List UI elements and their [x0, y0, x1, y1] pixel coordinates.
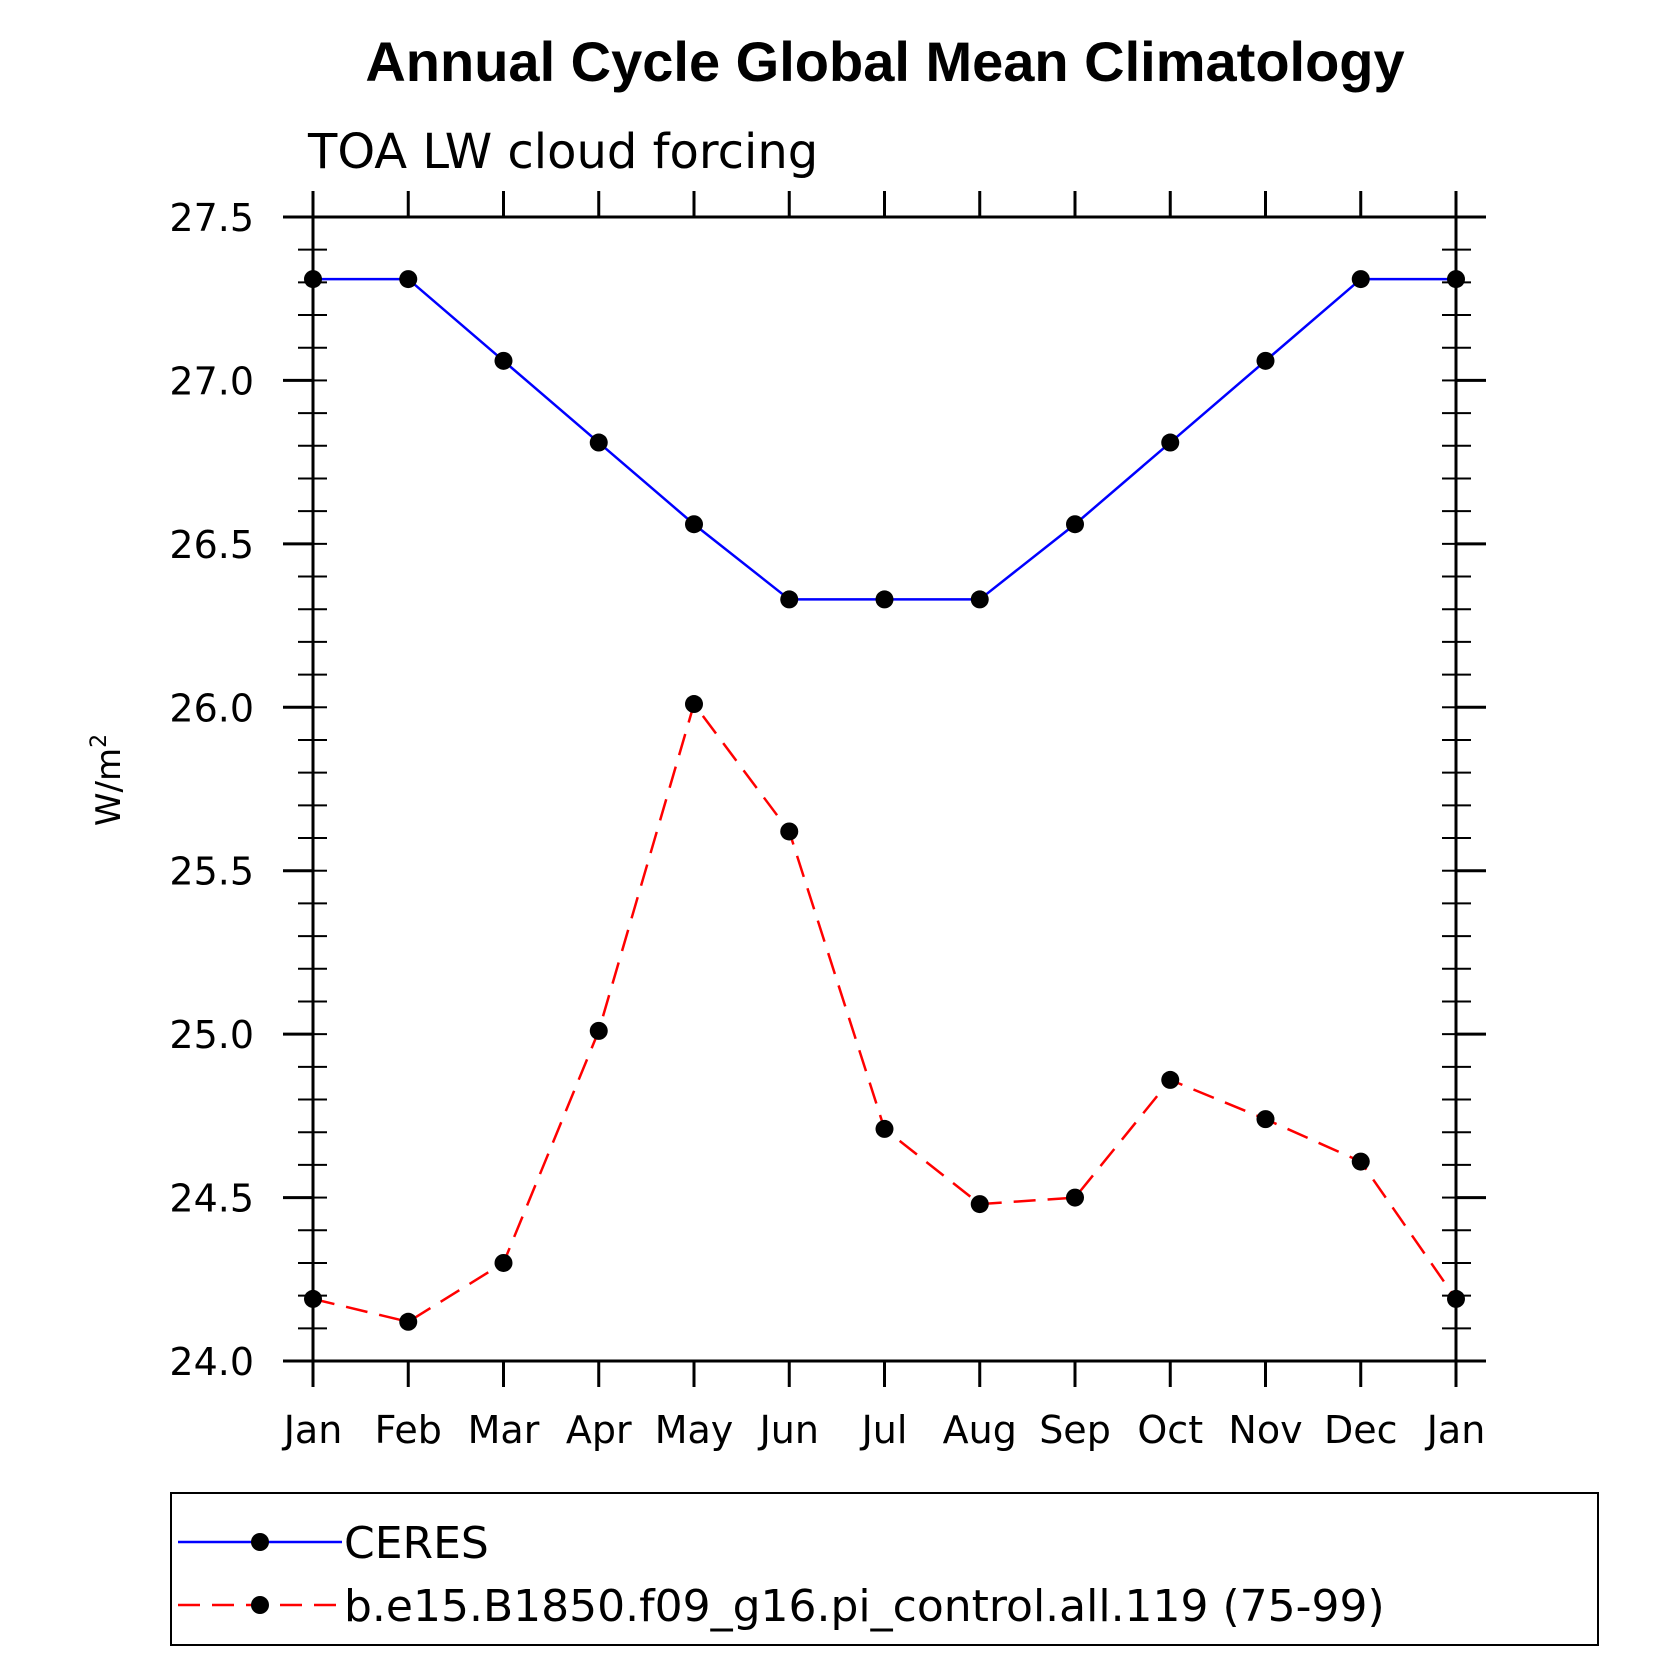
y-tick-label: 27.5 [169, 196, 254, 240]
series-line-2 [312, 701, 1458, 1324]
series-point-2 [875, 1119, 894, 1138]
x-tick-label: Feb [375, 1408, 442, 1452]
y-tick-label: 24.0 [169, 1340, 254, 1384]
x-tick-label: Apr [566, 1408, 632, 1452]
x-tick-label: Jan [1425, 1408, 1486, 1452]
x-tick-label: Mar [468, 1408, 540, 1452]
series-point-1 [1066, 515, 1084, 534]
series-point-2 [780, 822, 799, 841]
y-tick-labels: 24.0 24.5 25.0 25.5 26.0 26.5 27.0 27.5 [169, 196, 254, 1384]
series-point-2 [399, 1312, 418, 1331]
legend-box [170, 1492, 1599, 1646]
series-line-1 [313, 277, 1456, 601]
series-point-2 [589, 1021, 608, 1040]
legend-label-1: CERES [344, 1518, 489, 1569]
x-tick-label: Aug [943, 1408, 1017, 1452]
legend-marker-1 [251, 1533, 269, 1551]
series-point-2 [970, 1195, 989, 1214]
series-point-2 [1256, 1110, 1275, 1129]
series-point-1 [970, 590, 989, 609]
y-axis-label-base: W/m [89, 748, 129, 826]
y-tick-label: 25.0 [169, 1013, 254, 1057]
series-point-2 [1447, 1289, 1465, 1308]
series-point-1 [494, 351, 513, 370]
plot-frame [311, 215, 1458, 1363]
y-tick-label: 25.5 [169, 850, 254, 894]
y-tick-label: 27.0 [169, 359, 254, 403]
series-layer [304, 270, 1465, 1331]
x-tick-label: Jan [282, 1408, 343, 1452]
x-tick-label: Nov [1228, 1408, 1302, 1452]
x-tick-label: May [655, 1408, 734, 1452]
x-tick-label: Oct [1137, 1408, 1203, 1452]
x-tick-label: Jul [860, 1408, 908, 1452]
series-point-1 [685, 515, 703, 534]
chart-subtitle: TOA LW cloud forcing [307, 124, 818, 180]
x-tick-label: Dec [1324, 1408, 1398, 1452]
y-axis-label: W/m2 [87, 734, 129, 826]
svg-text:W/m2: W/m2 [87, 734, 129, 826]
legend-label-2: b.e15.B1850.f09_g16.pi_control.all.119 (… [344, 1581, 1385, 1632]
series-point-2 [1066, 1188, 1084, 1207]
series-point-1 [780, 590, 799, 609]
series-point-1 [589, 433, 608, 452]
x-tick-labels: Jan Feb Mar Apr May Jun Jul Aug Sep Oct Nov Dec Jan [282, 1408, 1486, 1452]
series-point-1 [304, 270, 322, 289]
series-point-2 [685, 695, 703, 714]
legend-marker-2 [251, 1596, 269, 1614]
y-tick-label: 24.5 [169, 1177, 254, 1221]
series-point-2 [304, 1289, 322, 1308]
series-point-2 [1161, 1070, 1180, 1089]
series-point-1 [399, 270, 418, 289]
y-tick-label: 26.0 [169, 686, 254, 730]
series-point-1 [1161, 433, 1180, 452]
y-axis-label-superscript: 2 [87, 734, 112, 748]
axis-ticks [283, 191, 1486, 1387]
chart-title: Annual Cycle Global Mean Climatology [365, 30, 1404, 93]
series-point-1 [1447, 270, 1465, 289]
series-point-1 [875, 590, 894, 609]
series-point-2 [494, 1253, 513, 1272]
x-tick-label: Jun [758, 1408, 819, 1452]
series-point-1 [1256, 351, 1275, 370]
series-point-2 [1351, 1152, 1370, 1171]
legend: CERES b.e15.B1850.f09_g16.pi_control.all.… [178, 1518, 1385, 1632]
x-tick-label: Sep [1039, 1408, 1111, 1452]
series-point-1 [1351, 270, 1370, 289]
y-tick-label: 26.5 [169, 523, 254, 567]
